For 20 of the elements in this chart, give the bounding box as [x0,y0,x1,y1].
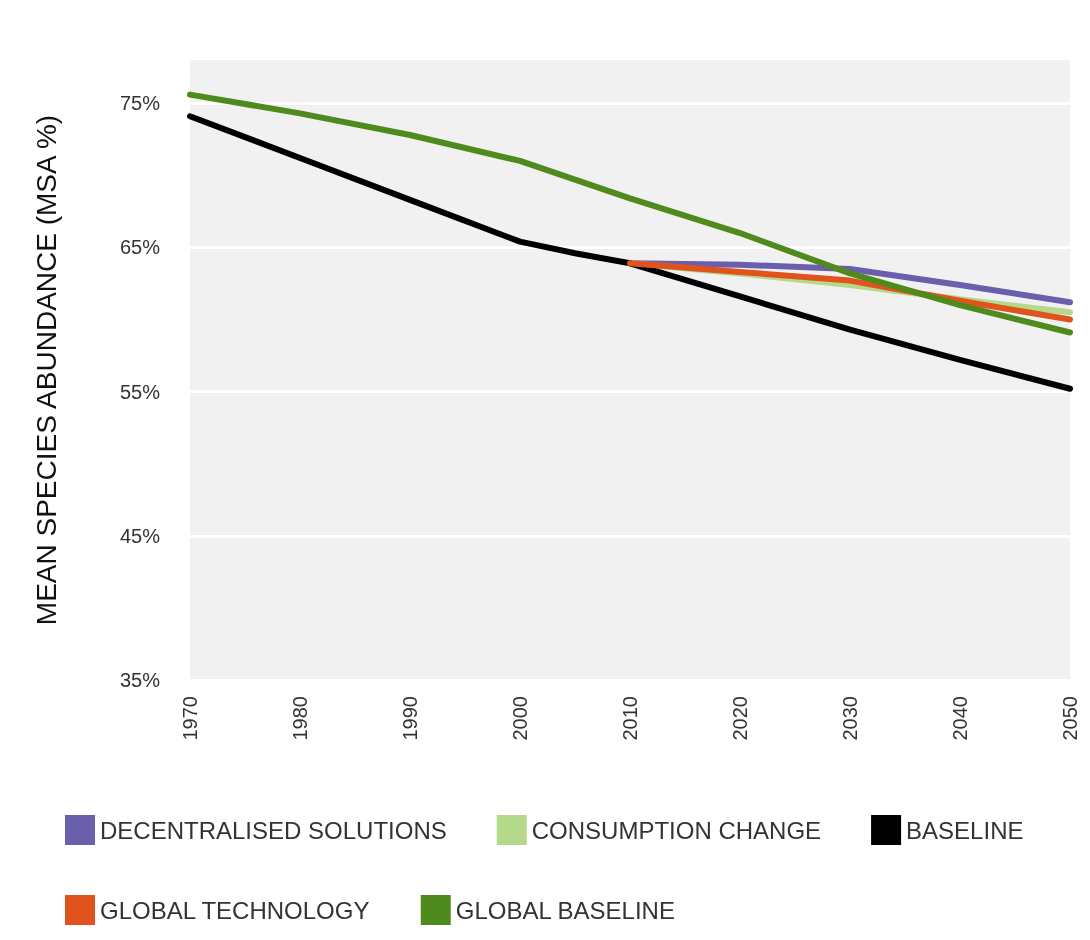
legend-label: GLOBAL TECHNOLOGY [100,896,370,924]
x-tick-label: 2020 [729,696,751,741]
x-tick-label: 1990 [399,696,421,741]
y-tick-label: 45% [119,524,161,547]
legend-label: CONSUMPTION CHANGE [531,816,822,844]
y-axis-title: MEAN SPECIES ABUNDANCE (MSA %) [30,114,62,626]
legend-label: BASELINE [906,816,1024,844]
x-tick-label: 1970 [179,696,201,741]
x-tick-label: 1980 [289,696,311,741]
x-tick-label: 2040 [949,696,971,741]
x-tick-label: 2000 [509,696,531,741]
legend-label: DECENTRALISED SOLUTIONS [100,816,447,844]
legend-label: GLOBAL BASELINE [455,896,675,924]
x-tick-label: 2030 [839,696,861,741]
x-tick-label: 2010 [619,696,641,741]
y-tick-label: 75% [119,92,161,115]
y-tick-label: 35% [119,669,161,691]
y-tick-label: 65% [119,236,161,259]
y-tick-label: 55% [119,380,161,403]
x-tick-label: 2050 [1059,696,1081,741]
